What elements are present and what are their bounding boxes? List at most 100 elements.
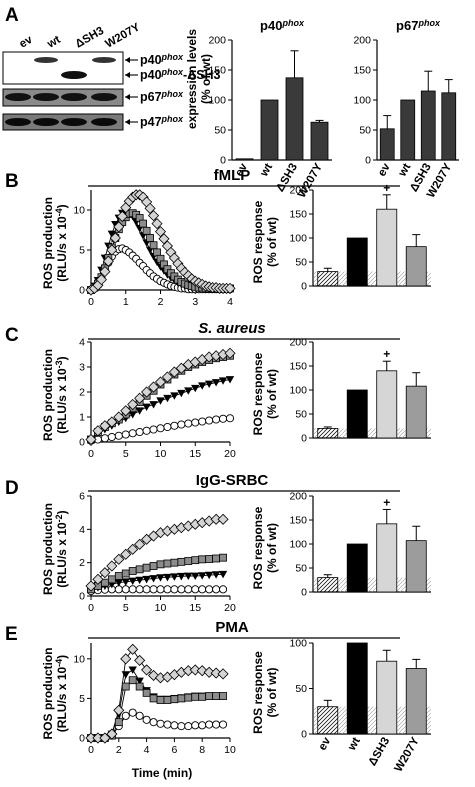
x-tick-label: 20 [224, 602, 236, 614]
blot-lane-label: wt [45, 34, 63, 51]
x-tick-label: 0 [88, 744, 94, 756]
y-tick-label: 0 [365, 155, 371, 167]
marker-diamond [120, 548, 132, 560]
panel-letter-c: C [5, 325, 19, 346]
bar-category-label: W207Y [393, 735, 422, 774]
bar [346, 237, 368, 287]
y-axis-label: ROS production [41, 197, 55, 289]
marker-circle [149, 718, 158, 727]
marker-diamond [147, 210, 160, 222]
marker-square [142, 563, 151, 572]
y-tick-label: 3 [79, 362, 85, 374]
marker-diamond [134, 392, 146, 404]
baseline-band [314, 428, 431, 438]
marker-triangle [218, 570, 228, 579]
marker-circle [218, 585, 228, 594]
marker-circle [198, 585, 207, 594]
x-tick-label: 3 [192, 296, 198, 308]
marker-diamond [92, 425, 104, 437]
marker-diamond [99, 420, 111, 432]
marker-circle [121, 711, 130, 720]
y-axis-label: ROS response [251, 651, 265, 734]
marker-square [212, 692, 221, 700]
marker-diamond [210, 667, 222, 679]
x-tick-label: 0 [88, 296, 94, 308]
marker-square [128, 567, 137, 575]
band-p47-wt [33, 118, 59, 126]
marker-circle [128, 708, 137, 717]
marker-square [149, 694, 158, 703]
bar-chart: 0 50 100 150 200 + [289, 181, 431, 293]
bar-category-label: wt [258, 161, 275, 179]
bar-chart: 0 50 100 150 200 + [289, 491, 431, 599]
marker-square [205, 555, 214, 563]
marker-triangle [204, 571, 214, 580]
marker-diamond [113, 704, 125, 716]
marker-square [198, 692, 207, 701]
bar [317, 427, 339, 439]
marker-square [191, 556, 200, 565]
marker-diamond [217, 668, 229, 680]
marker-diamond [158, 233, 170, 245]
marker-square [142, 226, 151, 235]
y-axis-label-line2: (% of wt) [265, 369, 279, 419]
y-axis-label: ROS response [251, 352, 265, 435]
marker-circle [191, 418, 200, 427]
significance-mark: + [383, 495, 390, 509]
marker-triangle [191, 572, 200, 580]
marker-square [114, 572, 123, 580]
blot-lane-label: W207Y [104, 21, 143, 50]
x-tick-label: 0 [88, 448, 94, 460]
marker-circle [156, 585, 165, 594]
marker-diamond [224, 282, 236, 294]
kinetics-ylabel: ROS production (RLU/s x 10-3) [41, 349, 69, 441]
y-axis-label-line2: (% of wt) [265, 523, 279, 573]
y-tick-label: 150 [208, 65, 226, 77]
marker-square [170, 695, 179, 704]
marker-square [149, 562, 158, 570]
marker-circle [170, 721, 179, 730]
marker-diamond [92, 573, 104, 585]
marker-triangle [135, 576, 144, 585]
bar-category-label: wt [346, 735, 363, 753]
marker-square [153, 248, 161, 257]
significance-mark: + [383, 181, 390, 195]
response-ylabel: ROS response (% of wt) [251, 506, 279, 589]
marker-circle [142, 715, 151, 724]
marker-circle [135, 711, 144, 720]
marker-circle [149, 585, 158, 594]
y-axis-label: ROS response [251, 200, 265, 283]
marker-triangle [156, 574, 165, 582]
panel-letter-e: E [5, 624, 18, 645]
marker-square [121, 682, 130, 691]
bar [346, 543, 368, 593]
bar-category-label: wt [396, 161, 413, 179]
marker-diamond [141, 386, 153, 398]
marker-triangle [142, 403, 151, 411]
marker-circle [198, 721, 207, 730]
marker-square [107, 575, 116, 584]
y-axis-label-line2: (% of wt) [265, 668, 279, 718]
marker-triangle [225, 376, 235, 384]
bar-chart: 0 50 100 150 200 + [289, 337, 431, 445]
y-axis-label: ROS production [41, 503, 55, 595]
band-p67-w207y [91, 93, 117, 101]
kinetics-ylabel: ROS production (RLU/s x 10-4) [41, 648, 69, 740]
bar-category-label: ev [233, 161, 250, 179]
marker-triangle [128, 411, 137, 419]
band-label: p40phox-ΔSH3 [140, 67, 221, 82]
blot-lane-label: ΔSH3 [74, 25, 107, 51]
marker-diamond [120, 405, 132, 417]
y-tick-label: 100 [289, 539, 307, 551]
bar [379, 128, 395, 161]
marker-circle [156, 719, 165, 728]
x-tick-label: 10 [224, 744, 236, 756]
y-tick-label: 0 [79, 437, 85, 449]
series-line-diamond [90, 194, 230, 291]
bar-category-label: ΔSH3 [367, 736, 393, 769]
blot-lane-label: ev [18, 34, 36, 51]
marker-circle [212, 415, 221, 424]
x-tick-label: 4 [144, 744, 150, 756]
marker-square [156, 696, 165, 704]
marker-square [163, 696, 172, 704]
